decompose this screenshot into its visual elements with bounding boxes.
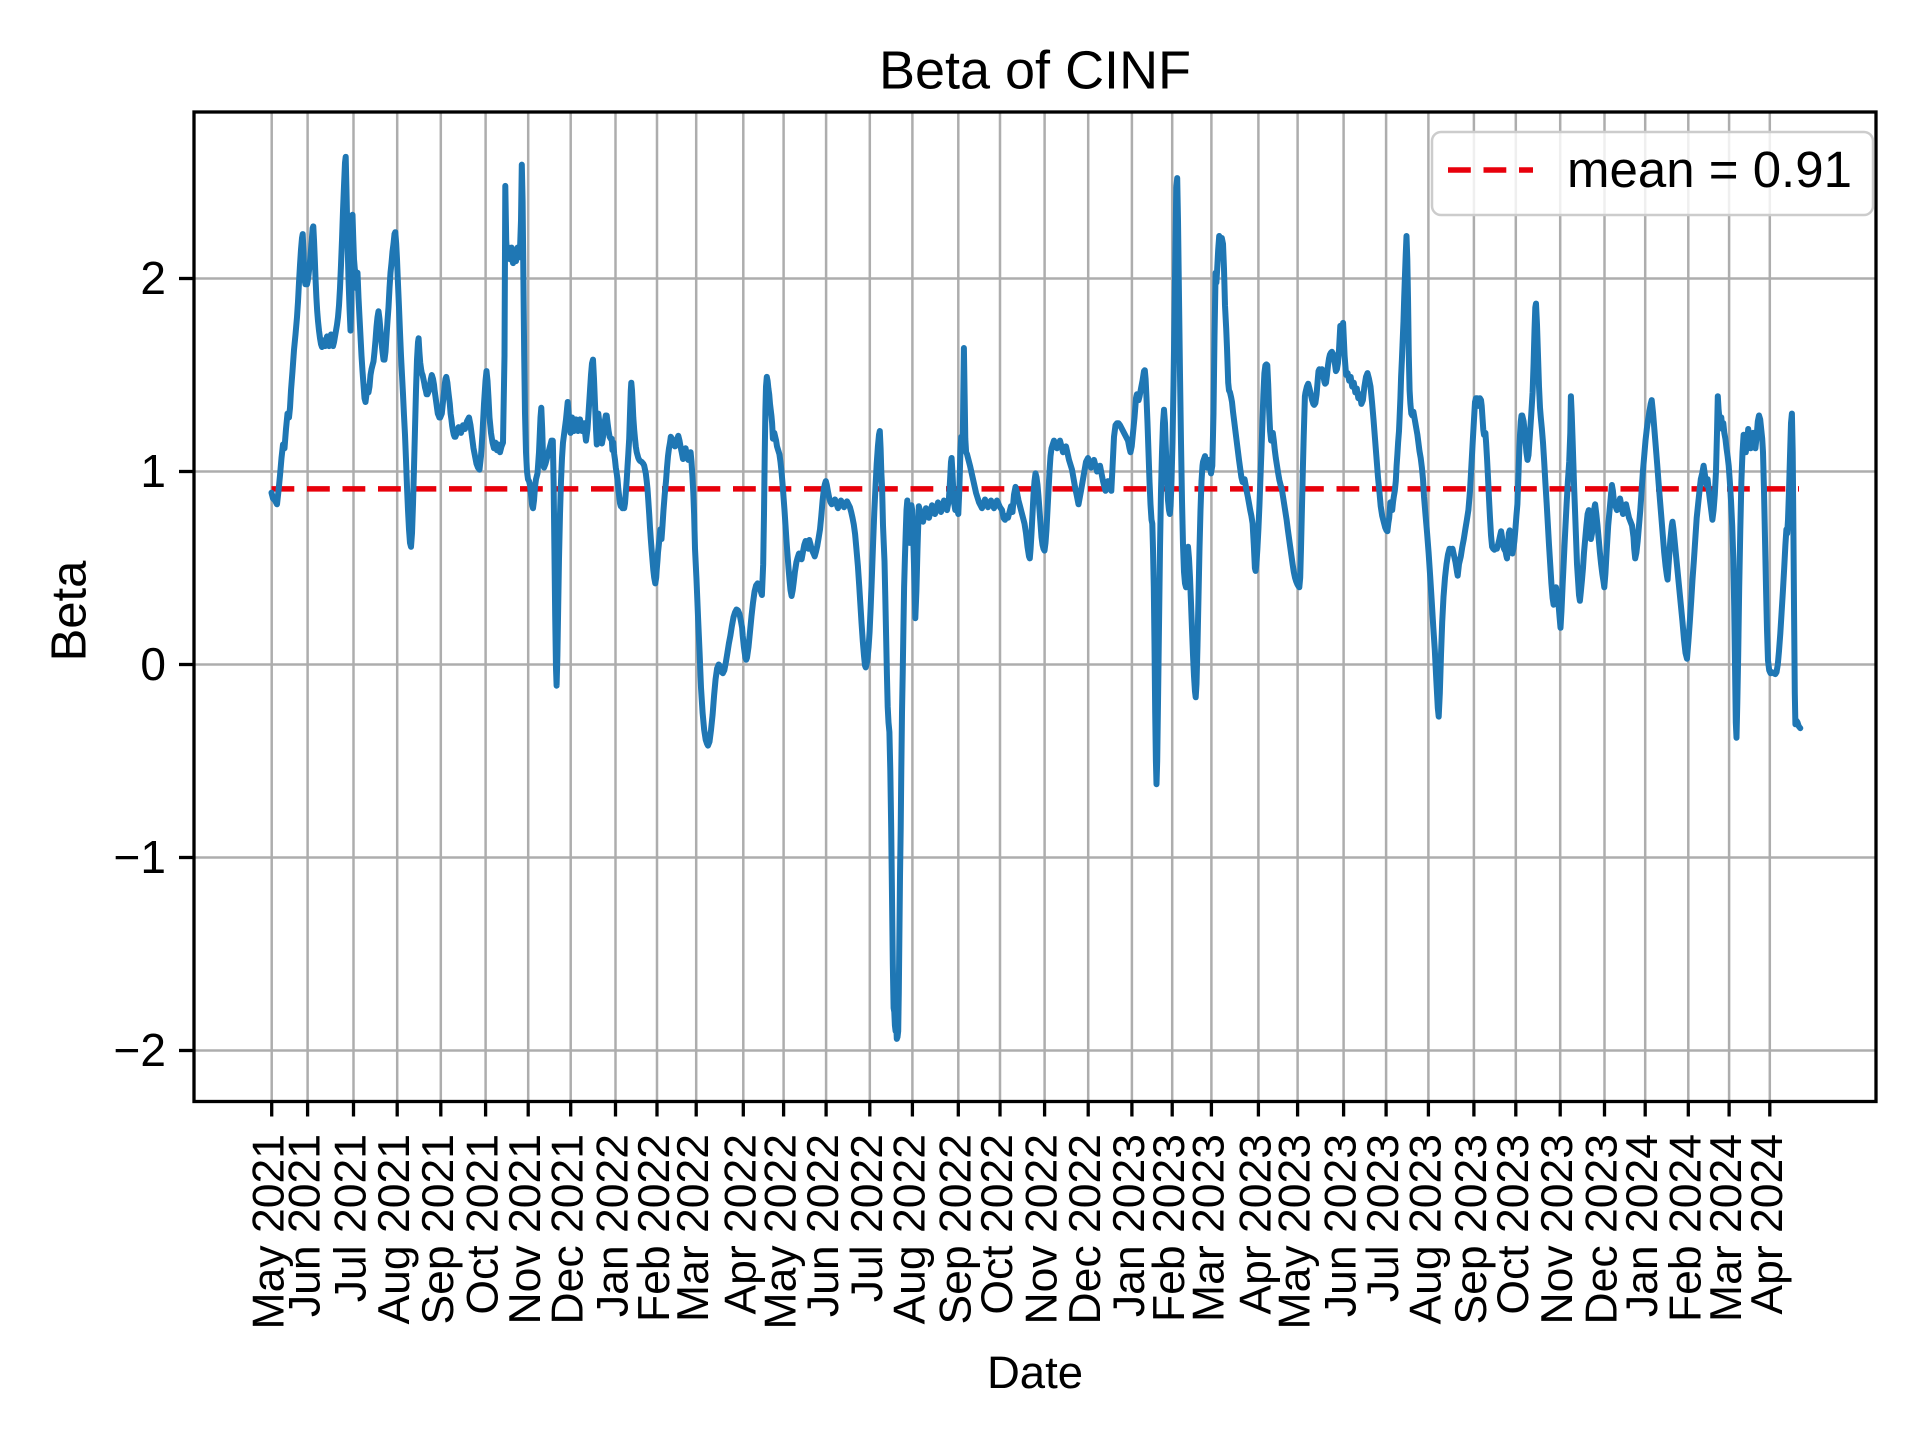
svg-text:−2: −2 — [114, 1024, 166, 1076]
svg-text:Aug 2021: Aug 2021 — [370, 1134, 419, 1325]
svg-text:Aug 2022: Aug 2022 — [885, 1134, 934, 1325]
svg-text:Beta of CINF: Beta of CINF — [879, 41, 1191, 101]
svg-text:Jul 2021: Jul 2021 — [327, 1134, 376, 1302]
svg-text:1: 1 — [140, 445, 166, 497]
svg-text:Aug 2023: Aug 2023 — [1401, 1134, 1450, 1325]
svg-text:0: 0 — [140, 638, 166, 690]
svg-text:Jan 2023: Jan 2023 — [1105, 1134, 1154, 1317]
svg-text:2: 2 — [140, 252, 166, 304]
svg-text:Oct 2023: Oct 2023 — [1489, 1134, 1538, 1315]
svg-text:Jan 2022: Jan 2022 — [589, 1134, 638, 1317]
svg-text:Nov 2021: Nov 2021 — [501, 1134, 550, 1325]
svg-text:Dec 2021: Dec 2021 — [544, 1134, 593, 1325]
svg-text:Feb 2024: Feb 2024 — [1661, 1134, 1710, 1322]
svg-text:Nov 2022: Nov 2022 — [1018, 1134, 1067, 1325]
svg-text:Oct 2022: Oct 2022 — [973, 1134, 1022, 1315]
svg-text:Sep 2021: Sep 2021 — [414, 1134, 463, 1325]
svg-text:Feb 2022: Feb 2022 — [630, 1134, 679, 1322]
svg-text:Jan 2024: Jan 2024 — [1618, 1134, 1667, 1317]
svg-text:Nov 2023: Nov 2023 — [1533, 1134, 1582, 1325]
svg-text:Mar 2022: Mar 2022 — [669, 1134, 718, 1322]
svg-text:Apr 2024: Apr 2024 — [1743, 1134, 1792, 1315]
svg-text:Beta: Beta — [43, 560, 97, 662]
svg-text:Apr 2023: Apr 2023 — [1231, 1134, 1280, 1315]
svg-text:Apr 2022: Apr 2022 — [716, 1134, 765, 1315]
svg-text:May 2021: May 2021 — [245, 1134, 294, 1329]
svg-text:Jul 2023: Jul 2023 — [1359, 1134, 1408, 1302]
svg-text:−1: −1 — [114, 831, 166, 883]
svg-text:Feb 2023: Feb 2023 — [1145, 1134, 1194, 1322]
svg-text:Jun 2023: Jun 2023 — [1317, 1134, 1366, 1317]
svg-text:Oct 2021: Oct 2021 — [459, 1134, 508, 1315]
svg-text:mean = 0.91: mean = 0.91 — [1567, 141, 1852, 198]
svg-text:Jul 2022: Jul 2022 — [843, 1134, 892, 1302]
svg-text:Mar 2024: Mar 2024 — [1702, 1134, 1751, 1322]
svg-text:Dec 2023: Dec 2023 — [1578, 1134, 1627, 1325]
svg-text:Jun 2021: Jun 2021 — [281, 1134, 330, 1317]
svg-text:Sep 2023: Sep 2023 — [1447, 1134, 1496, 1325]
svg-text:Sep 2022: Sep 2022 — [931, 1134, 980, 1325]
svg-text:Dec 2022: Dec 2022 — [1061, 1134, 1110, 1325]
svg-text:May 2022: May 2022 — [757, 1134, 806, 1329]
svg-text:Jun 2022: Jun 2022 — [799, 1134, 848, 1317]
svg-text:Mar 2023: Mar 2023 — [1184, 1134, 1233, 1322]
svg-text:May 2023: May 2023 — [1271, 1134, 1320, 1329]
svg-text:Date: Date — [987, 1347, 1083, 1398]
